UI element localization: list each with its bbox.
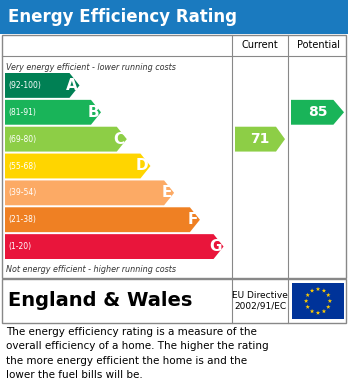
Polygon shape <box>316 310 320 315</box>
Text: F: F <box>188 212 198 227</box>
Text: (55-68): (55-68) <box>8 161 36 170</box>
Polygon shape <box>5 100 101 125</box>
Text: (81-91): (81-91) <box>8 108 36 117</box>
Polygon shape <box>306 305 310 309</box>
Polygon shape <box>5 207 200 232</box>
Text: (69-80): (69-80) <box>8 135 36 143</box>
Polygon shape <box>310 289 314 292</box>
Polygon shape <box>304 299 308 303</box>
Text: D: D <box>136 158 149 174</box>
Bar <box>2 279 346 323</box>
Polygon shape <box>5 234 223 259</box>
Text: (39-54): (39-54) <box>8 188 36 197</box>
Text: 85: 85 <box>308 105 327 119</box>
Polygon shape <box>326 293 331 297</box>
Polygon shape <box>5 180 174 205</box>
Polygon shape <box>316 287 320 291</box>
Text: Not energy efficient - higher running costs: Not energy efficient - higher running co… <box>6 264 176 273</box>
Polygon shape <box>306 293 310 297</box>
Bar <box>2 35 346 278</box>
Text: The energy efficiency rating is a measure of the
overall efficiency of a home. T: The energy efficiency rating is a measur… <box>6 327 269 380</box>
Text: Potential: Potential <box>296 40 340 50</box>
Text: Energy Efficiency Rating: Energy Efficiency Rating <box>8 8 237 26</box>
Text: Very energy efficient - lower running costs: Very energy efficient - lower running co… <box>6 63 176 72</box>
Text: B: B <box>87 105 99 120</box>
Text: E: E <box>162 185 172 200</box>
Text: A: A <box>66 78 78 93</box>
Polygon shape <box>322 309 326 313</box>
Text: EU Directive
2002/91/EC: EU Directive 2002/91/EC <box>232 291 288 311</box>
Bar <box>0 0 348 34</box>
Bar <box>292 283 344 319</box>
Polygon shape <box>326 305 331 309</box>
Text: Current: Current <box>242 40 278 50</box>
Text: (92-100): (92-100) <box>8 81 41 90</box>
Text: 71: 71 <box>250 132 270 146</box>
Text: C: C <box>114 132 125 147</box>
Polygon shape <box>235 127 285 152</box>
Text: (1-20): (1-20) <box>8 242 31 251</box>
Text: G: G <box>209 239 222 254</box>
Text: England & Wales: England & Wales <box>8 292 192 310</box>
Polygon shape <box>322 289 326 292</box>
Polygon shape <box>328 299 332 303</box>
Polygon shape <box>5 154 150 178</box>
Polygon shape <box>5 127 127 152</box>
Polygon shape <box>291 100 344 125</box>
Polygon shape <box>5 73 79 98</box>
Text: (21-38): (21-38) <box>8 215 36 224</box>
Polygon shape <box>310 309 314 313</box>
